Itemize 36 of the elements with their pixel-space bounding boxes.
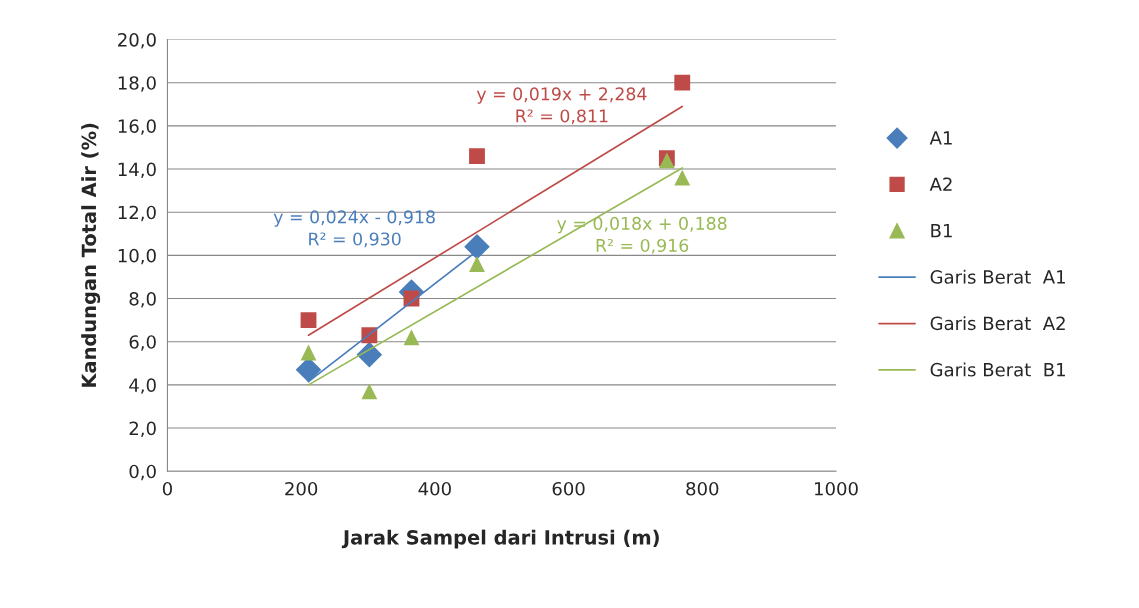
point	[403, 329, 420, 346]
point	[674, 74, 691, 91]
point	[469, 256, 485, 272]
y-tick-label: 14,0	[118, 162, 156, 178]
y-tick-label: 2,0	[129, 421, 156, 437]
point	[300, 344, 317, 361]
y-tick-label: 10,0	[118, 248, 156, 265]
legend-label: Garis Berat A2	[930, 316, 1065, 331]
y-tick-label: 4,0	[129, 378, 156, 394]
point	[464, 233, 490, 260]
point	[300, 312, 317, 329]
y-tick-label: 18,0	[118, 76, 156, 92]
y-tick-label: 20,0	[118, 32, 156, 49]
y-tick-label: 16,0	[118, 119, 156, 135]
annotation: y = 0,024x - 0,918 R² = 0,930	[273, 210, 435, 248]
x-axis-title: Jarak Sampel dari Intrusi (m)	[341, 529, 659, 549]
y-tick-label: 8,0	[129, 291, 156, 308]
x-tick-label: 400	[418, 481, 451, 496]
point	[361, 383, 378, 400]
legend-label: A2	[929, 177, 952, 191]
x-tick-label: 1000	[815, 481, 858, 496]
legend-label: Garis Berat B1	[930, 362, 1065, 377]
legend-label: Garis Berat A1	[930, 269, 1065, 284]
x-tick-label: 600	[552, 481, 585, 496]
y-tick-label: 12,0	[118, 205, 156, 222]
y-tick-label: 0,0	[129, 464, 156, 481]
x-tick-label: 800	[686, 481, 719, 496]
point	[674, 169, 691, 186]
y-axis-title: Kandungan Total Air (%)	[81, 123, 101, 387]
annotation: y = 0,019x + 2,284 R² = 0,811	[476, 87, 647, 125]
legend-label: A1	[929, 131, 952, 145]
legend-label: B1	[931, 224, 952, 238]
x-tick-label: 0	[162, 481, 172, 496]
y-tick-label: 6,0	[129, 335, 156, 351]
x-tick-label: 200	[285, 481, 318, 496]
point	[469, 148, 485, 164]
